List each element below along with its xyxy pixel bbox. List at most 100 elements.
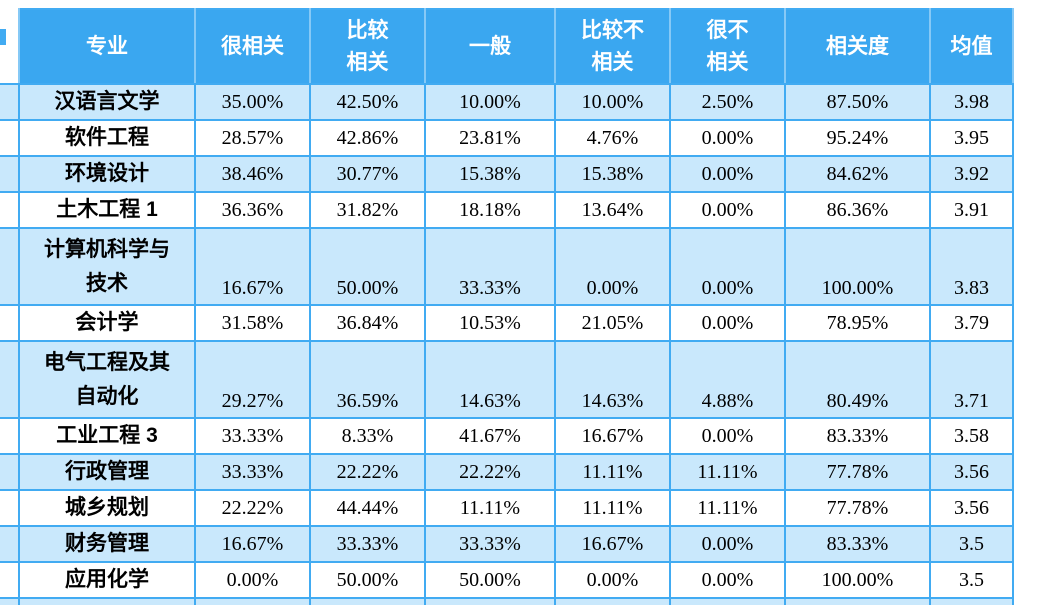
cropped-left-column-cell bbox=[0, 525, 20, 563]
cell-fair_rel: 36.59% bbox=[309, 340, 426, 419]
table-row: 行政管理 33.33% 22.22% 22.22% 11.11% 11.11% 77.78%… bbox=[0, 453, 1014, 491]
header-cell-fair_irrel: 比较不 相关 bbox=[554, 8, 671, 85]
cell-fair_rel: 22.22% bbox=[309, 453, 426, 491]
cell-neutral: 10.53% bbox=[424, 304, 556, 342]
table-row: 工业工程 3 33.33% 8.33% 41.67% 16.67% 0.00% 83.33%… bbox=[0, 417, 1014, 455]
cell-relevance: 78.95% bbox=[784, 304, 931, 342]
cell-neutral: 33.33% bbox=[424, 227, 556, 306]
cell-very_irrel: 0.00% bbox=[669, 119, 786, 157]
cell-relevance: 86.36% bbox=[784, 191, 931, 229]
cell-mean: 3.92 bbox=[929, 155, 1014, 193]
cell-very_irrel: 0.00% bbox=[669, 561, 786, 599]
row-label-major: 会计学 bbox=[18, 304, 196, 342]
cell-very_irrel: 2.50% bbox=[669, 83, 786, 121]
cell-fair_irrel: 10.00% bbox=[554, 83, 671, 121]
cell-neutral: 22.22% bbox=[424, 453, 556, 491]
table-row: 环境设计 38.46% 30.77% 15.38% 15.38% 0.00% 84.62% 3… bbox=[0, 155, 1014, 193]
cell-fair_rel: 42.50% bbox=[309, 83, 426, 121]
cell-very_rel: 16.67% bbox=[194, 227, 311, 306]
cell-very_irrel: 0.00% bbox=[669, 304, 786, 342]
cell-mean: 3.56 bbox=[929, 489, 1014, 527]
row-label-major: 应用化学 bbox=[18, 561, 196, 599]
cropped-left-column-cell bbox=[0, 489, 20, 527]
cropped-left-column-cell bbox=[0, 119, 20, 157]
cell-very_rel: 22.22% bbox=[194, 489, 311, 527]
cell-neutral: 50.00% bbox=[424, 561, 556, 599]
cell-very_irrel: 11.11% bbox=[669, 489, 786, 527]
header-cell-neutral: 一般 bbox=[424, 8, 556, 85]
cell-very_irrel: 4.88% bbox=[669, 340, 786, 419]
cropped-left-column-cell bbox=[0, 304, 20, 342]
cell-neutral: 10.00% bbox=[424, 83, 556, 121]
cell-mean: 3.71 bbox=[929, 340, 1014, 419]
cell-very_rel: 36.36% bbox=[194, 191, 311, 229]
cell-mean: 3.79 bbox=[929, 304, 1014, 342]
header-row: 专业 很相关 比较 相关 一般 比较不 相关 很不 相关 相关度 均值 bbox=[0, 8, 1014, 85]
row-label-major: 行政管理 bbox=[18, 453, 196, 491]
cell-very_rel: 33.33% bbox=[194, 453, 311, 491]
row-label-major: 城乡规划 bbox=[18, 489, 196, 527]
cell-relevance: 84.62% bbox=[784, 155, 931, 193]
header-cell-mean: 均值 bbox=[929, 8, 1014, 85]
cropped-left-column-cell bbox=[0, 417, 20, 455]
cell-very_irrel: 0.00% bbox=[669, 417, 786, 455]
cell-fair_irrel: 14.63% bbox=[554, 340, 671, 419]
cropped-cell bbox=[18, 597, 196, 605]
cell-relevance: 100.00% bbox=[784, 561, 931, 599]
cell-fair_rel: 44.44% bbox=[309, 489, 426, 527]
cell-relevance: 95.24% bbox=[784, 119, 931, 157]
cropped-cell bbox=[669, 597, 786, 605]
cell-mean: 3.5 bbox=[929, 525, 1014, 563]
cell-very_rel: 33.33% bbox=[194, 417, 311, 455]
cell-very_rel: 35.00% bbox=[194, 83, 311, 121]
cropped-border-mark bbox=[0, 29, 6, 45]
cell-mean: 3.91 bbox=[929, 191, 1014, 229]
cropped-left-column-cell bbox=[0, 191, 20, 229]
cell-very_irrel: 0.00% bbox=[669, 227, 786, 306]
relevance-table: 专业 很相关 比较 相关 一般 比较不 相关 很不 相关 相关度 均值 汉语言文学 35.00% 42.… bbox=[0, 8, 1014, 605]
header-cell-very_irrel: 很不 相关 bbox=[669, 8, 786, 85]
cell-fair_rel: 31.82% bbox=[309, 191, 426, 229]
row-label-major: 财务管理 bbox=[18, 525, 196, 563]
cell-fair_rel: 50.00% bbox=[309, 561, 426, 599]
cropped-left-column-cell bbox=[0, 597, 20, 605]
row-label-major: 电气工程及其 自动化 bbox=[18, 340, 196, 419]
cell-relevance: 83.33% bbox=[784, 417, 931, 455]
cropped-left-column-cell bbox=[0, 227, 20, 306]
table-row: 计算机科学与 技术 16.67% 50.00% 33.33% 0.00% 0.00% 100.… bbox=[0, 227, 1014, 306]
cropped-left-column-cell bbox=[0, 83, 20, 121]
cropped-cell bbox=[194, 597, 311, 605]
cell-neutral: 15.38% bbox=[424, 155, 556, 193]
cell-very_irrel: 0.00% bbox=[669, 191, 786, 229]
cropped-left-column-cell bbox=[0, 453, 20, 491]
cell-fair_rel: 36.84% bbox=[309, 304, 426, 342]
cell-neutral: 14.63% bbox=[424, 340, 556, 419]
cell-very_rel: 38.46% bbox=[194, 155, 311, 193]
header-cell-very_rel: 很相关 bbox=[194, 8, 311, 85]
cell-fair_rel: 33.33% bbox=[309, 525, 426, 563]
cell-relevance: 83.33% bbox=[784, 525, 931, 563]
row-label-major: 软件工程 bbox=[18, 119, 196, 157]
row-label-major: 汉语言文学 bbox=[18, 83, 196, 121]
cropped-left-column-cell bbox=[0, 155, 20, 193]
cell-very_rel: 0.00% bbox=[194, 561, 311, 599]
table-row: 财务管理 16.67% 33.33% 33.33% 16.67% 0.00% 83.33% 3… bbox=[0, 525, 1014, 563]
row-label-major: 计算机科学与 技术 bbox=[18, 227, 196, 306]
cropped-cell bbox=[554, 597, 671, 605]
table-row: 城乡规划 22.22% 44.44% 11.11% 11.11% 11.11% 77.78%… bbox=[0, 489, 1014, 527]
cropped-cell bbox=[424, 597, 556, 605]
cell-relevance: 77.78% bbox=[784, 453, 931, 491]
cropped-cell bbox=[784, 597, 931, 605]
cell-fair_irrel: 13.64% bbox=[554, 191, 671, 229]
cell-relevance: 87.50% bbox=[784, 83, 931, 121]
cell-very_irrel: 0.00% bbox=[669, 525, 786, 563]
cell-neutral: 41.67% bbox=[424, 417, 556, 455]
header-cell-major: 专业 bbox=[18, 8, 196, 85]
cell-neutral: 18.18% bbox=[424, 191, 556, 229]
cell-neutral: 33.33% bbox=[424, 525, 556, 563]
cropped-left-column-header bbox=[0, 9, 20, 85]
table-row: 应用化学 0.00% 50.00% 50.00% 0.00% 0.00% 100.00% 3.… bbox=[0, 561, 1014, 599]
cell-neutral: 23.81% bbox=[424, 119, 556, 157]
cell-very_rel: 28.57% bbox=[194, 119, 311, 157]
